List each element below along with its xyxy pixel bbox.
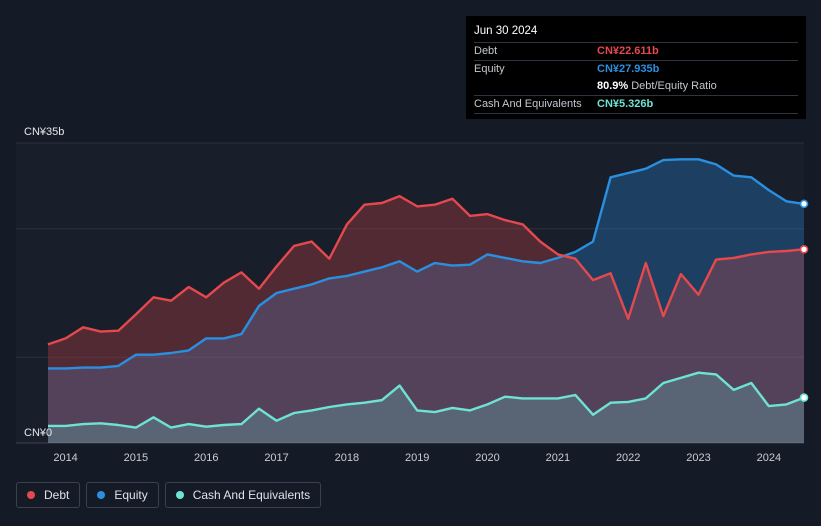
- x-tick-label: 2021: [546, 452, 570, 464]
- legend-item-equity[interactable]: Equity: [86, 482, 159, 508]
- legend-item-cash[interactable]: Cash And Equivalents: [164, 482, 322, 508]
- tooltip-row-equity: Equity CN¥27.935b: [474, 61, 798, 78]
- cash-end-point: [799, 393, 809, 402]
- tooltip-row-debt: Debt CN¥22.611b: [474, 43, 798, 61]
- debt-line: [47, 194, 805, 346]
- legend-dot-equity: [97, 491, 106, 499]
- x-tick-label: 2015: [124, 452, 148, 464]
- tooltip-debt-value: CN¥22.611b: [597, 45, 659, 57]
- equity-line: [48, 158, 805, 370]
- x-tick-label: 2020: [475, 452, 499, 464]
- legend-dot-cash: [175, 491, 184, 499]
- x-tick-label: 2014: [53, 452, 77, 464]
- tooltip-ratio-value: 80.9%: [597, 80, 629, 92]
- x-tick-label: 2024: [757, 452, 781, 464]
- tooltip-panel: Jun 30 2024 Debt CN¥22.611b Equity CN¥27…: [466, 16, 806, 119]
- x-tick-label: 2022: [616, 452, 640, 464]
- x-tick-label: 2023: [686, 452, 710, 464]
- tooltip-row-ratio: 80.9% Debt/Equity Ratio: [474, 78, 798, 96]
- legend-label-debt: Debt: [44, 488, 70, 502]
- y-tick-label: CN¥0: [24, 427, 52, 439]
- tooltip-equity-value: CN¥27.935b: [597, 63, 660, 75]
- x-tick-label: 2019: [405, 452, 429, 464]
- tooltip-cash-label: Cash And Equivalents: [474, 98, 582, 110]
- x-tick-label: 2017: [264, 452, 288, 464]
- cash-line: [48, 371, 805, 429]
- legend-item-debt[interactable]: Debt: [16, 482, 81, 508]
- legend-label-equity: Equity: [114, 488, 148, 502]
- debt-area: [48, 196, 804, 443]
- tooltip-ratio-label: Debt/Equity Ratio: [631, 80, 717, 92]
- tooltip-cash-value: CN¥5.326b: [597, 98, 654, 110]
- legend-label-cash: Cash And Equivalents: [192, 488, 311, 502]
- y-tick-label: CN¥35b: [24, 126, 64, 138]
- legend-dot-debt: [27, 491, 35, 499]
- debt-end-point: [799, 244, 809, 254]
- tooltip-debt-label: Debt: [474, 45, 498, 57]
- tooltip-equity-label: Equity: [474, 63, 505, 75]
- tooltip-date: Jun 30 2024: [474, 22, 798, 43]
- x-tick-label: 2018: [335, 452, 359, 464]
- chart-legend: Debt Equity Cash And Equivalents: [16, 482, 322, 510]
- tooltip-row-cash: Cash And Equivalents CN¥5.326b: [474, 96, 798, 114]
- x-tick-label: 2016: [194, 452, 218, 464]
- equity-area: [48, 159, 804, 444]
- equity-end-point: [799, 199, 809, 209]
